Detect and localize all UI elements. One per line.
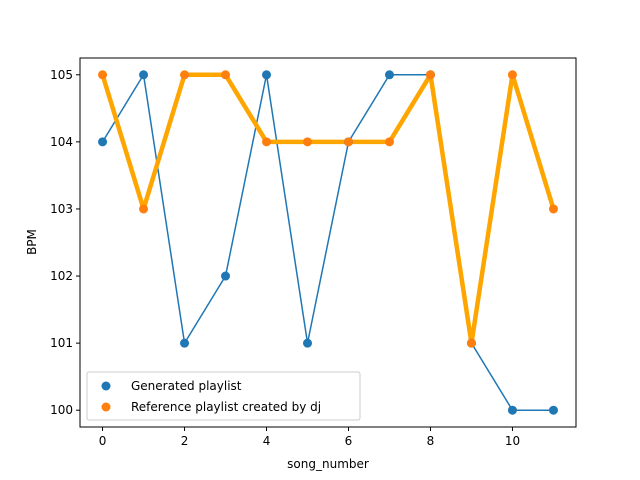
y-tick-label: 102 bbox=[50, 269, 73, 283]
legend-marker-generated-playlist bbox=[101, 381, 111, 391]
series-line-reference-playlist bbox=[100, 72, 556, 346]
point-reference-playlist bbox=[98, 70, 108, 80]
point-generated-playlist bbox=[548, 405, 558, 415]
x-tick-label: 2 bbox=[181, 434, 189, 448]
x-axis-label: song_number bbox=[287, 457, 369, 471]
point-reference-playlist bbox=[180, 70, 190, 80]
point-reference-playlist bbox=[303, 137, 313, 147]
series-layer bbox=[98, 70, 558, 415]
point-generated-playlist bbox=[262, 70, 272, 80]
y-axis-label: BPM bbox=[25, 229, 39, 255]
x-axis-ticks: 0 2 4 6 8 10 bbox=[99, 427, 520, 448]
y-axis-ticks: 100 101 102 103 104 105 bbox=[50, 68, 80, 417]
point-reference-playlist bbox=[343, 137, 353, 147]
x-tick-label: 8 bbox=[427, 434, 435, 448]
y-tick-label: 104 bbox=[50, 135, 73, 149]
point-reference-playlist bbox=[221, 70, 231, 80]
x-tick-label: 4 bbox=[263, 434, 271, 448]
point-generated-playlist bbox=[384, 70, 394, 80]
point-generated-playlist bbox=[139, 70, 149, 80]
legend-label-reference-playlist: Reference playlist created by dj bbox=[131, 400, 321, 414]
point-reference-playlist bbox=[507, 70, 517, 80]
point-generated-playlist bbox=[303, 338, 313, 348]
legend: Generated playlist Reference playlist cr… bbox=[86, 371, 361, 421]
x-tick-label: 6 bbox=[345, 434, 353, 448]
point-reference-playlist bbox=[548, 204, 558, 214]
legend-box bbox=[86, 371, 361, 421]
y-tick-label: 105 bbox=[50, 68, 73, 82]
legend-label-generated-playlist: Generated playlist bbox=[131, 379, 242, 393]
plot-frame bbox=[79, 57, 577, 428]
point-reference-playlist bbox=[139, 204, 149, 214]
point-generated-playlist bbox=[221, 271, 231, 281]
point-reference-playlist bbox=[425, 70, 435, 80]
point-reference-playlist bbox=[466, 338, 476, 348]
point-reference-playlist bbox=[262, 137, 272, 147]
y-tick-label: 103 bbox=[50, 202, 73, 216]
y-tick-label: 101 bbox=[50, 336, 73, 350]
y-tick-label: 100 bbox=[50, 403, 73, 417]
point-generated-playlist bbox=[507, 405, 517, 415]
series-line-generated-playlist bbox=[101, 74, 554, 411]
point-generated-playlist bbox=[98, 137, 108, 147]
point-reference-playlist bbox=[384, 137, 394, 147]
x-tick-label: 10 bbox=[505, 434, 520, 448]
point-generated-playlist bbox=[180, 338, 190, 348]
x-tick-label: 0 bbox=[99, 434, 107, 448]
legend-marker-reference-playlist bbox=[101, 402, 111, 412]
